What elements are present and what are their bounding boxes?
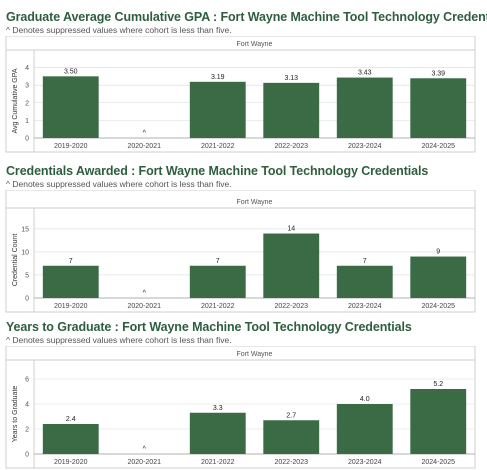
bar [189,412,246,454]
x-tick-label: 2019-2020 [54,459,88,466]
bar-value-label: 7 [69,258,73,265]
bar [336,265,393,298]
bar-value-label: 2.4 [66,416,76,423]
bar-value-label: 14 [287,226,295,233]
y-tick-label: 0 [25,296,29,303]
credentials-section: Credentials Awarded : Fort Wayne Machine… [0,156,487,318]
bar [410,389,467,454]
x-tick-label: 2024-2025 [422,143,456,150]
x-tick-label: 2019-2020 [54,303,88,310]
y-tick-label: 4 [25,65,29,72]
bar [263,82,320,138]
y-tick-label: 0 [25,452,29,459]
x-tick-label: 2020-2021 [128,459,162,466]
suppressed-value-label: ^ [143,130,147,137]
bar-value-label: 7 [363,258,367,265]
y-tick-label: 0 [25,136,29,143]
x-tick-label: 2024-2025 [422,303,456,310]
x-tick-label: 2020-2021 [128,143,162,150]
bar-value-label: 3.43 [358,70,372,77]
credentials-chart-subtitle: ^ Denotes suppressed values where cohort… [6,179,232,189]
x-tick-label: 2023-2024 [348,303,382,310]
x-tick-label: 2021-2022 [201,143,235,150]
bar [410,78,467,138]
y-tick-label: 3 [25,83,29,90]
bar-value-label: 7 [216,258,220,265]
y-axis-label: Avg Cumulative GPA [12,68,19,133]
y-tick-label: 2 [25,427,29,434]
x-tick-label: 2023-2024 [348,459,382,466]
y-axis-label: Credential Count [12,234,19,287]
y-tick-label: 4 [25,402,29,409]
bar-value-label: 3.39 [431,70,445,77]
y-tick-label: 10 [21,249,29,256]
years-chart-title: Years to Graduate : Fort Wayne Machine T… [6,320,412,334]
x-tick-label: 2019-2020 [54,143,88,150]
bar [189,81,246,138]
years-chart-subtitle: ^ Denotes suppressed values where cohort… [6,335,232,345]
y-tick-label: 15 [21,226,29,233]
bar [263,233,320,298]
x-tick-label: 2021-2022 [201,459,235,466]
bar-value-label: 2.7 [286,412,296,419]
bar-value-label: 3.19 [211,74,225,81]
y-tick-label: 2 [25,100,29,107]
suppressed-value-label: ^ [143,290,147,297]
bar [410,256,467,298]
bar [336,77,393,138]
credentials-chart-title: Credentials Awarded : Fort Wayne Machine… [6,164,429,178]
y-tick-label: 1 [25,118,29,125]
bar [42,265,99,298]
bar-value-label: 3.13 [284,75,298,82]
gpa-bar-chart: Fort Wayne 0 1 2 3 4 Avg Cumulative GPA 3.50 201… [5,36,476,153]
gpa-chart-subtitle: ^ Denotes suppressed values where cohort… [6,25,232,35]
bar-value-label: 9 [436,249,440,256]
gpa-section: Graduate Average Cumulative GPA : Fort W… [0,0,487,156]
x-tick-label: 2022-2023 [275,303,309,310]
bar [263,420,320,454]
x-tick-label: 2022-2023 [275,143,309,150]
gpa-chart-title: Graduate Average Cumulative GPA : Fort W… [6,10,487,24]
chart-header-label: Fort Wayne [237,351,273,358]
bar [42,424,99,454]
y-axis-label: Years to Graduate [12,386,19,443]
bar [42,76,99,138]
y-tick-label: 6 [25,377,29,384]
chart-panel-border [5,346,476,469]
x-tick-label: 2020-2021 [128,303,162,310]
bar [189,265,246,298]
suppressed-value-label: ^ [143,446,147,453]
years-bar-chart: Fort Wayne 0 2 4 6 Years to Graduate 2.4 2019-2… [5,346,476,469]
bar-value-label: 5.2 [433,381,443,388]
y-tick-label: 5 [25,272,29,279]
x-tick-label: 2024-2025 [422,459,456,466]
chart-header-label: Fort Wayne [237,41,273,48]
bar-value-label: 3.3 [213,405,223,412]
chart-header-label: Fort Wayne [237,199,273,206]
chart-panel-border [5,36,476,153]
x-tick-label: 2021-2022 [201,303,235,310]
x-tick-label: 2022-2023 [275,459,309,466]
bar-value-label: 3.50 [64,68,78,75]
chart-panel-border [5,190,476,313]
years-section: Years to Graduate : Fort Wayne Machine T… [0,318,487,470]
bar [336,404,393,454]
x-tick-label: 2023-2024 [348,143,382,150]
bar-value-label: 4.0 [360,396,370,403]
